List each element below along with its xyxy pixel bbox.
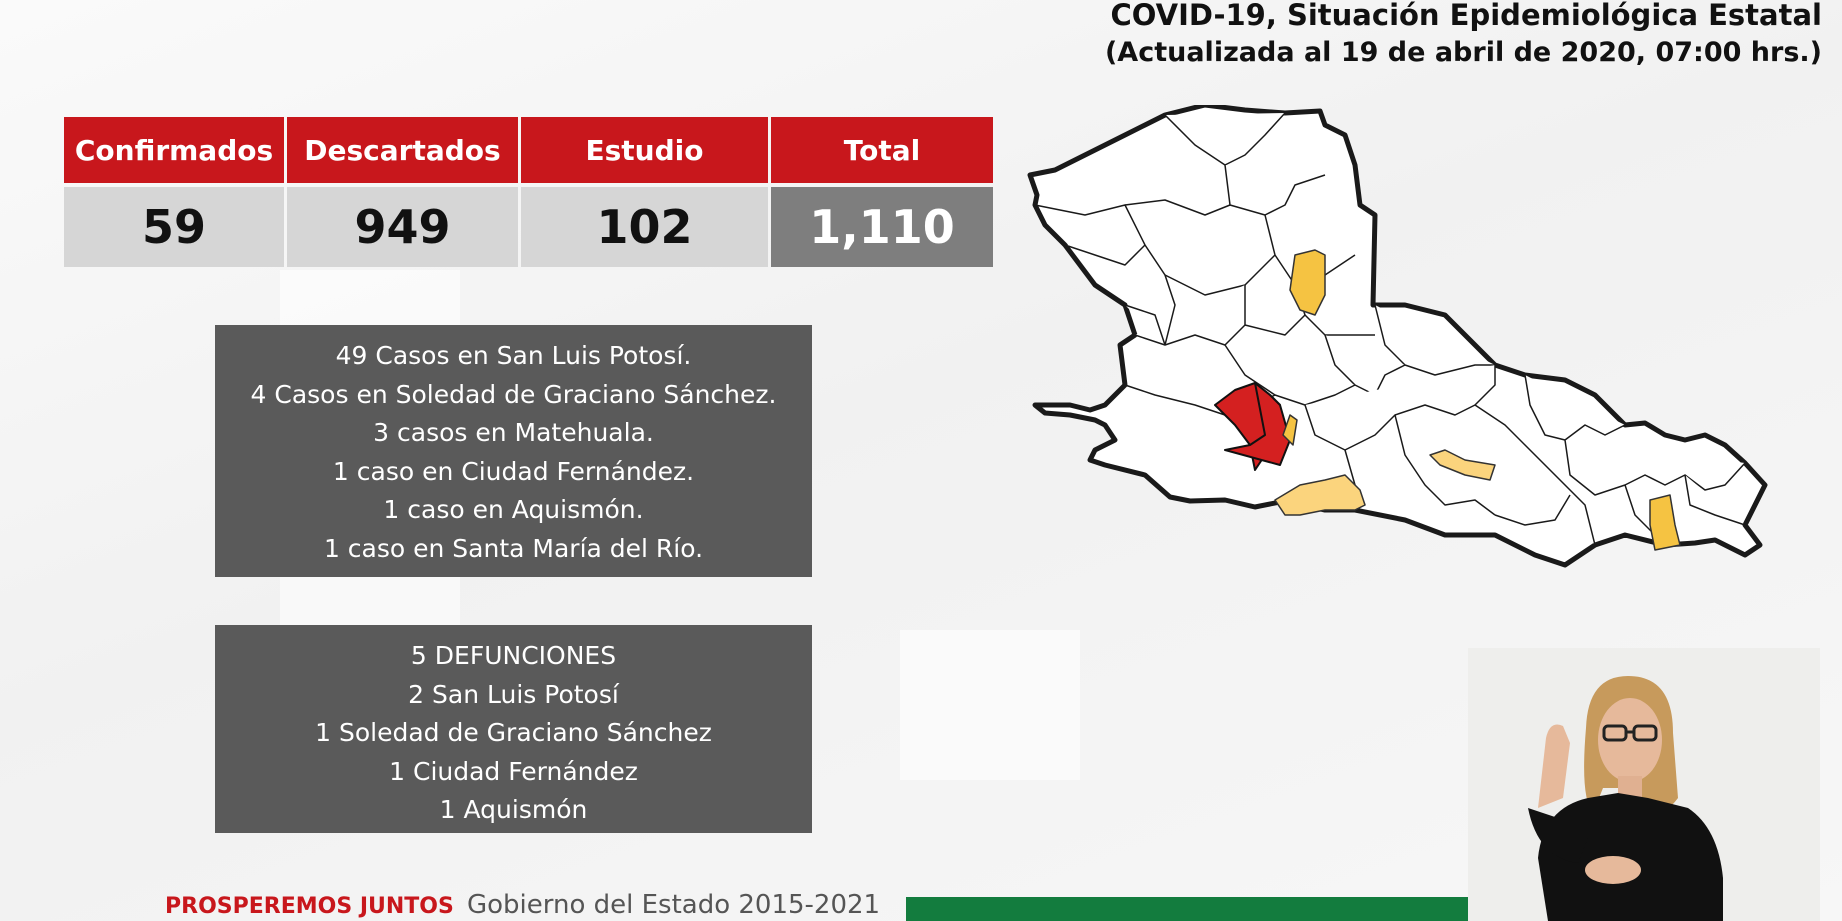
municipality-yellow [1289,249,1326,316]
value-estudio: 102 [521,187,768,267]
footer-green-bar [906,897,1468,921]
municipality [1474,404,1596,546]
municipality [1124,199,1231,216]
municipality-red [1224,382,1291,466]
header-estudio: Estudio [521,117,768,183]
municipality [1324,334,1406,396]
municipality-light-yellow [1429,449,1496,481]
municipality [1624,484,1656,536]
deaths-box: 5 DEFUNCIONES 2 San Luis Potosí 1 Soleda… [215,625,812,833]
value-total: 1,110 [771,187,993,267]
title-line-1: COVID-19, Situación Epidemiológica Estat… [1110,0,1822,32]
value-descartados: 949 [287,187,518,267]
case-line: 1 caso en Aquismón. [383,495,644,524]
municipality [1064,244,1146,266]
footer-government: Gobierno del Estado 2015-2021 [466,890,881,920]
municipality [1034,204,1276,296]
death-line: 1 Aquismón [439,795,588,824]
municipality [1494,494,1571,526]
stats-table: Confirmados Descartados Estudio Total 59… [61,113,996,271]
page-title: COVID-19, Situación Epidemiológica Estat… [1105,0,1822,72]
municipality [1134,285,1246,346]
cases-box: 49 Casos en San Luis Potosí. 4 Casos en … [215,325,812,577]
case-line: 4 Casos en Soledad de Graciano Sánchez. [250,379,777,409]
municipality [1224,344,1356,406]
header-descartados: Descartados [287,117,518,183]
header-total: Total [771,117,993,183]
municipality [1564,439,1746,496]
death-line: 1 Ciudad Fernández [389,756,638,786]
case-line: 1 caso en Santa María del Río. [323,533,704,563]
background-shape [900,630,1080,780]
municipality [1164,274,1176,346]
footer: PROSPEREMOS JUNTOS Gobierno del Estado 2… [165,890,880,920]
municipality-light-yellow [1274,474,1366,516]
interpreter-figure [1468,648,1820,921]
header-confirmados: Confirmados [64,117,284,183]
death-line: 2 San Luis Potosí [408,679,619,709]
state-map [1027,105,1768,568]
municipality [1124,304,1166,346]
municipality [1304,365,1496,451]
municipality-yellow [1282,414,1298,446]
municipality [1684,474,1746,526]
death-line: 1 Soledad de Graciano Sánchez [315,718,712,747]
footer-slogan: PROSPEREMOS JUNTOS [165,894,454,919]
case-line: 1 caso en Ciudad Fernández. [332,456,695,486]
municipality [1224,164,1326,216]
deaths-heading: 5 DEFUNCIONES [410,641,617,670]
sign-language-interpreter-video [1468,648,1820,921]
stats-header-row: Confirmados Descartados Estudio Total [64,117,993,183]
title-line-2: (Actualizada al 19 de abril de 2020, 07:… [1104,37,1822,68]
case-line: 3 casos en Matehuala. [373,418,654,447]
municipality [1374,304,1495,376]
case-line: 49 Casos en San Luis Potosí. [335,341,692,370]
municipality [1164,112,1286,166]
stats-value-row: 59 949 102 1,110 [64,187,993,267]
municipality-yellow [1649,494,1681,551]
value-confirmados: 59 [64,187,284,267]
